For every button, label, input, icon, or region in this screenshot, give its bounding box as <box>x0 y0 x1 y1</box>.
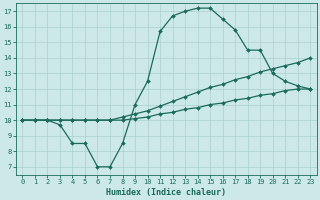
X-axis label: Humidex (Indice chaleur): Humidex (Indice chaleur) <box>106 188 226 197</box>
